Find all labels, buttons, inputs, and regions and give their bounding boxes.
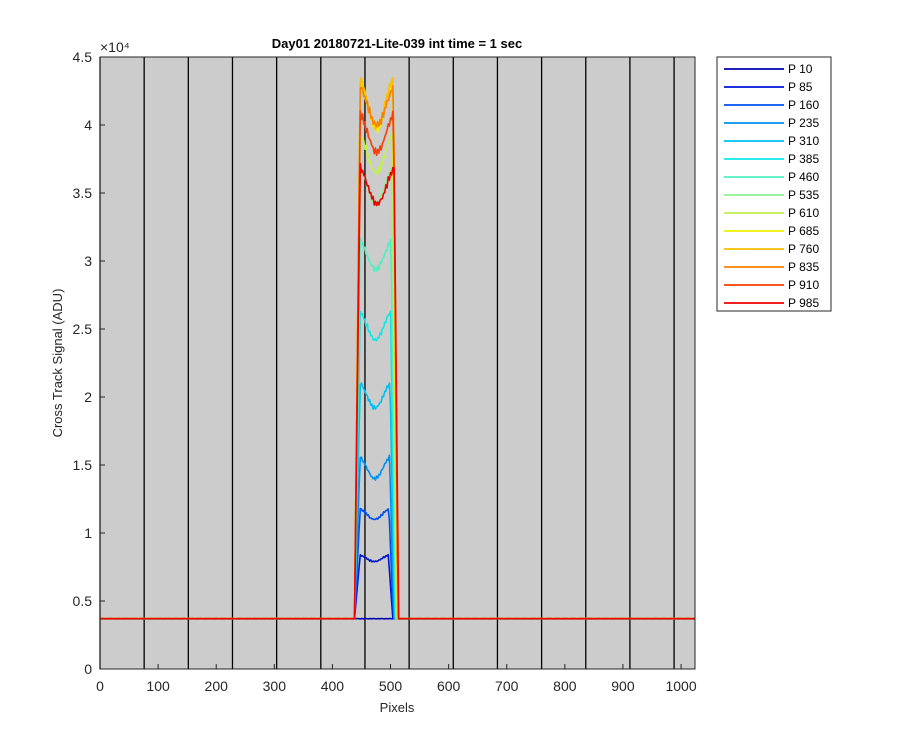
y-tick-label: 4.5 — [73, 49, 93, 65]
x-tick-label: 300 — [263, 678, 287, 694]
legend-entry-label: P 685 — [788, 224, 819, 238]
y-tick-label: 2 — [84, 389, 92, 405]
legend-entry-label: P 910 — [788, 278, 819, 292]
x-tick-label: 200 — [205, 678, 229, 694]
legend-entry-label: P 760 — [788, 242, 819, 256]
legend-entry-label: P 160 — [788, 98, 819, 112]
series-lines — [99, 76, 696, 620]
x-tick-label: 600 — [437, 678, 461, 694]
legend-entry-label: P 85 — [788, 80, 813, 94]
x-tick-label: 0 — [96, 678, 104, 694]
x-axis-label: Pixels — [380, 700, 415, 715]
x-tick-label: 400 — [321, 678, 345, 694]
y-tick-label: 3 — [84, 253, 92, 269]
x-tick-label: 1000 — [665, 678, 696, 694]
legend-entry-label: P 610 — [788, 206, 819, 220]
plot-border — [99, 56, 696, 670]
y-tick-label: 1.5 — [73, 457, 93, 473]
legend-entry-label: P 10 — [788, 62, 813, 76]
legend-entry-label: P 385 — [788, 152, 819, 166]
x-axis-ticks: 0 100 200 300 400 500 600 700 800 900 1000 — [96, 664, 697, 694]
y-tick-label: 0 — [84, 661, 92, 677]
chart-title: Day01 20180721-Lite-039 int time = 1 sec — [272, 36, 522, 51]
y-axis-ticks: 0 0.5 1 1.5 2 2.5 3 3.5 4 4.5 — [73, 49, 105, 677]
x-tick-label: 100 — [146, 678, 170, 694]
x-tick-label: 800 — [553, 678, 577, 694]
y-exponent-label: ×10⁴ — [100, 39, 130, 55]
x-tick-label: 900 — [611, 678, 635, 694]
legend-entry-label: P 835 — [788, 260, 819, 274]
y-tick-label: 0.5 — [73, 593, 93, 609]
y-tick-label: 1 — [84, 525, 92, 541]
legend-entry-label: P 235 — [788, 116, 819, 130]
vertical-gridlines — [99, 57, 675, 669]
legend-entry-label: P 310 — [788, 134, 819, 148]
y-tick-label: 4 — [84, 117, 92, 133]
y-tick-label: 3.5 — [73, 185, 93, 201]
legend-entry-label: P 535 — [788, 188, 819, 202]
legend-entry-label: P 985 — [788, 296, 819, 310]
y-axis-label: Cross Track Signal (ADU) — [50, 289, 65, 438]
y-tick-label: 2.5 — [73, 321, 93, 337]
series-line-p-985 — [99, 162, 696, 620]
x-tick-label: 700 — [495, 678, 519, 694]
x-tick-label: 500 — [379, 678, 403, 694]
legend-box — [716, 56, 832, 312]
legend-entry-label: P 460 — [788, 170, 819, 184]
legend: P 10 P 85 P 160 P 235 P 310 P 385 P 460 P 535 P … — [716, 56, 832, 312]
